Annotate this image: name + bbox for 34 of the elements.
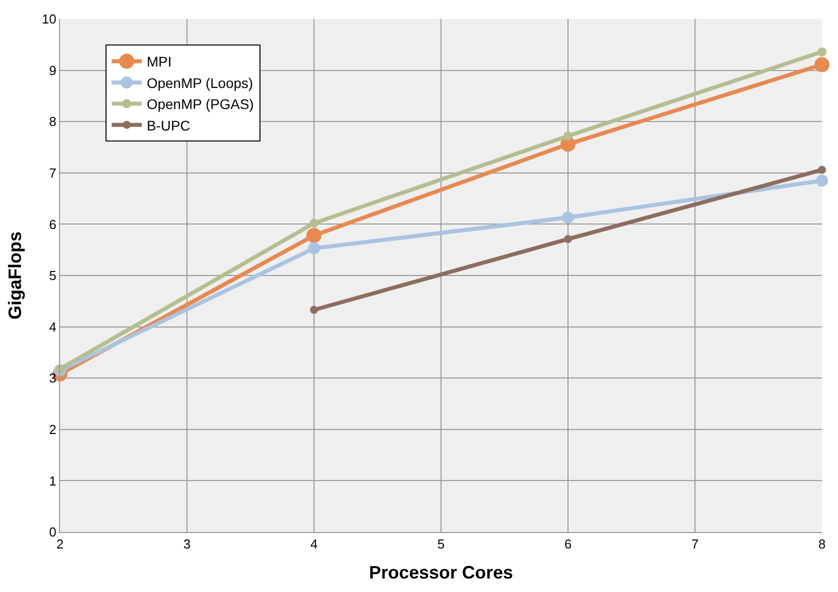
point: [564, 235, 572, 244]
y-tick-label: 2: [49, 422, 56, 437]
point: [818, 166, 826, 174]
point: [814, 57, 830, 72]
point: [306, 228, 322, 243]
y-tick-label: 3: [49, 370, 56, 386]
y-tick-label: 8: [49, 114, 56, 130]
x-tick-label: 6: [564, 536, 572, 552]
y-tick-label: 7: [49, 165, 56, 180]
legend-label: OpenMP (PGAS): [146, 96, 254, 112]
x-tick-label: 5: [437, 536, 445, 552]
legend-label: B-UPC: [146, 117, 190, 134]
point: [816, 174, 828, 187]
x-tick-label: 7: [691, 536, 699, 552]
y-tick-label: 1: [49, 473, 56, 488]
x-tick-label: 3: [183, 536, 191, 552]
x-tick-label: 8: [818, 536, 826, 552]
y-tick-label: 9: [49, 62, 56, 78]
point: [308, 242, 320, 254]
legend-label: MPI: [146, 54, 172, 70]
point: [310, 218, 318, 228]
point: [818, 47, 826, 56]
y-axis-title: GigaFlops: [5, 231, 26, 320]
point: [310, 306, 318, 314]
y-tick-label: 0: [49, 524, 56, 540]
point: [562, 212, 574, 224]
y-tick-label: 6: [49, 216, 56, 232]
x-tick-label: 4: [310, 536, 318, 552]
x-axis-title: Processor Cores: [368, 562, 514, 583]
legend-label: OpenMP (Loops): [146, 74, 254, 91]
point: [564, 131, 572, 140]
y-tick-label: 10: [42, 12, 56, 27]
y-tick-label: 5: [49, 268, 56, 284]
y-tick-label: 4: [49, 319, 56, 334]
